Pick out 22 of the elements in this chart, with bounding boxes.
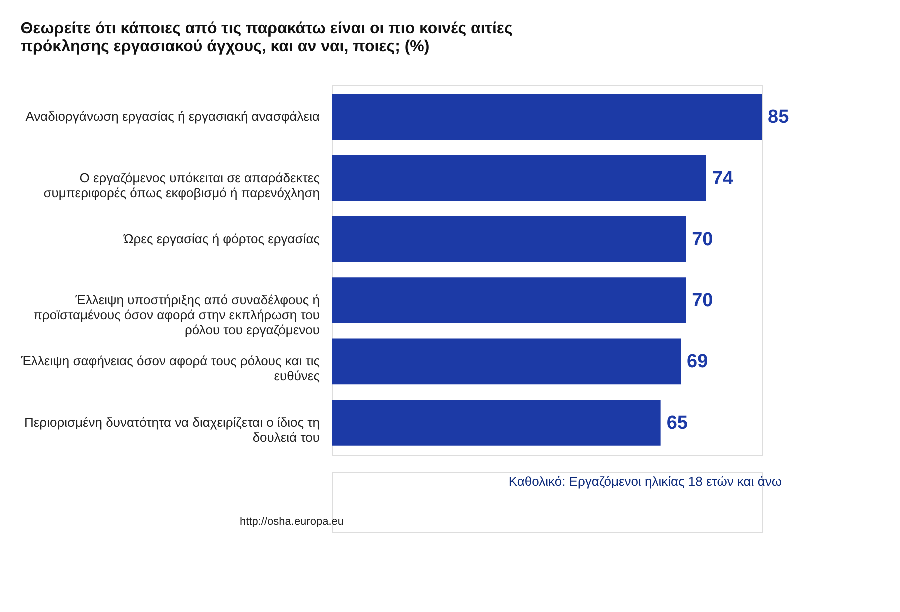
data-label: 85: [768, 107, 790, 128]
data-label: 74: [712, 168, 734, 190]
y-tick-label: Ο εργαζόμενος υπόκειται σε απαράδεκτες συμπεριφορές όπως εκφοβισμό ή παρενόχληση: [44, 170, 320, 200]
bar: [332, 155, 706, 202]
text: πρόκλησης εργασιακού άγχους, και αν ναι, ποιες; (%): [20, 38, 430, 56]
text: http://osha.europa.eu: [240, 516, 344, 528]
y-tick-label: Αναδιοργάνωση εργασίας ή εργασιακή ανασφάλεια: [26, 109, 320, 124]
bar: [332, 278, 686, 324]
bar: [332, 400, 661, 446]
y-tick-label: Περιορισμένη δυνατότητα να διαχειρίζεται ο ίδιος τη δουλειά του: [24, 414, 320, 445]
bar: [332, 216, 686, 262]
bar: [332, 94, 762, 140]
text: Καθολικό: Εργαζόμενοι ηλικίας 18 ετών και άνω: [508, 474, 782, 489]
bar: [332, 338, 682, 385]
data-label: 70: [692, 290, 714, 312]
text: Θεωρείτε ότι κάποιες από τις παρακάτω είναι οι πιο κοινές αιτίες: [20, 20, 513, 38]
y-tick-label: Έλλειψη σαφήνειας όσον αφορά τους ρόλους και τις ευθύνες: [20, 354, 320, 384]
data-label: 69: [687, 352, 708, 373]
y-tick-label: Ώρες εργασίας ή φόρτος εργασίας: [122, 231, 320, 246]
y-tick-label: Έλλειψη υποστήριξης από συναδέλφους ή προϊσταμένους όσον αφορά στην εκπλήρωση του ρόλου του εργαζόμενου: [34, 292, 320, 338]
data-label: 70: [692, 229, 714, 250]
data-label: 65: [666, 412, 688, 434]
